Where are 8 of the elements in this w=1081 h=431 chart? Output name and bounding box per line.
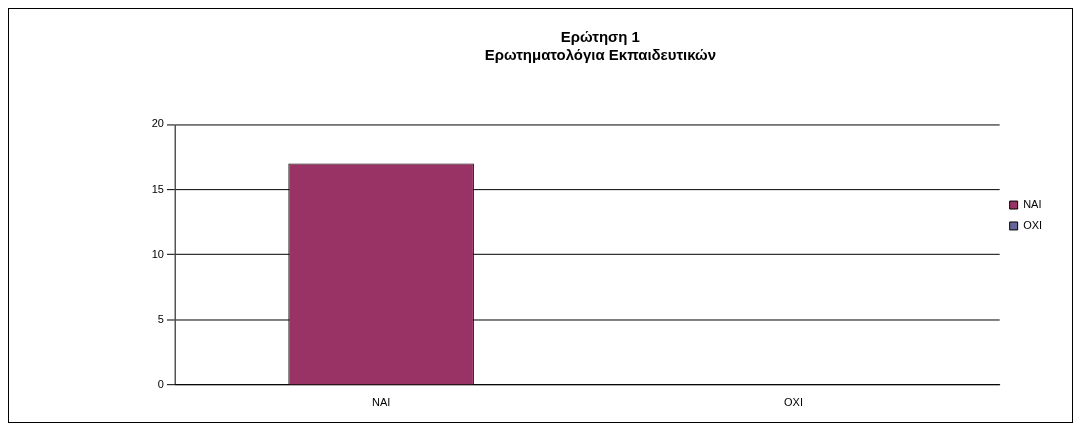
y-tick-label: 15 [151,182,164,195]
legend-label: NAI [1023,198,1042,211]
y-tick-label: 5 [157,312,164,325]
legend-label: OXI [1023,218,1043,231]
y-tick-label: 0 [157,378,164,390]
y-tick-label: 10 [151,247,164,260]
y-tick-label: 20 [151,117,164,130]
chart-title: Ερώτηση 1 Ερωτηματολόγια Εκπαιδευτικών [484,28,717,63]
